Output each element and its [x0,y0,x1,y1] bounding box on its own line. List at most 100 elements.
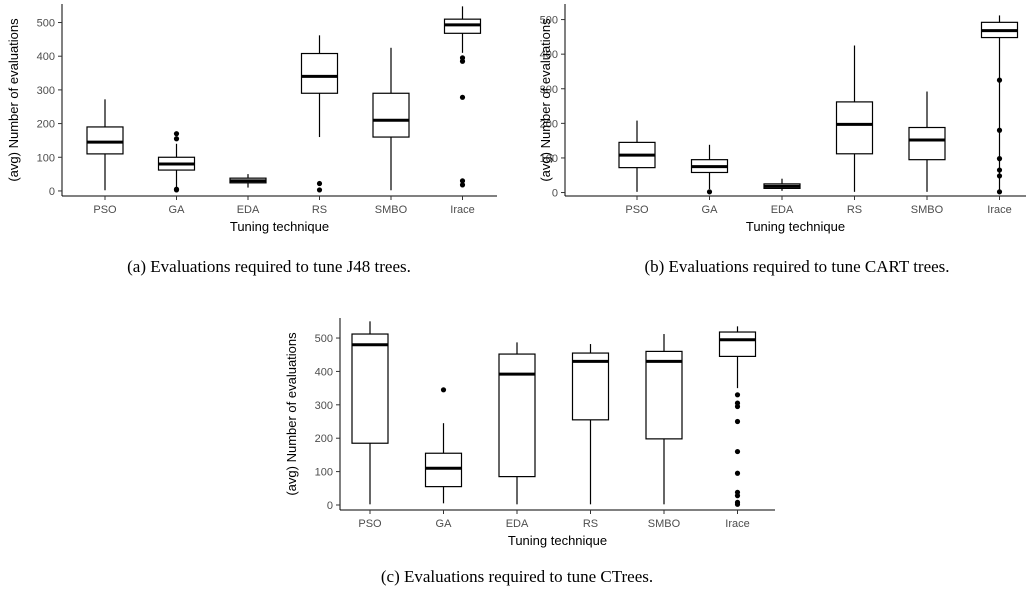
y-tick-label: 100 [540,153,558,165]
box-RS [835,45,874,192]
y-axis-title: (avg) Number of evaluations [6,18,21,182]
outlier-point [734,489,741,495]
y-tick-label: 100 [315,467,333,479]
box-PSO [86,99,124,191]
box-PSO [351,321,389,505]
outlier-point [734,400,741,406]
x-axis-title: Tuning technique [508,533,607,548]
outlier-point [996,173,1003,179]
iqr-box [571,352,610,421]
outlier-point [996,127,1003,133]
iqr-box [498,353,536,478]
outlier-point [459,182,466,188]
x-tick-label: PSO [93,204,117,216]
y-tick-label: 0 [552,188,558,200]
box-Irace [718,326,757,507]
x-tick-label: RS [583,518,598,530]
outlier-point [316,187,323,193]
outlier-point [734,448,741,455]
iqr-box [835,101,874,155]
panel-caption: (b) Evaluations required to tune CART tr… [644,257,949,276]
x-axis-title: Tuning technique [746,219,845,234]
x-tick-label: Irace [725,518,749,530]
y-tick-label: 400 [37,51,55,63]
y-tick-label: 500 [540,15,558,27]
chart-panel-1: 0 100 200 300 400 500 PSO GA EDA RS SMBO Irace Tunin… [538,4,1026,276]
y-tick-label: 300 [540,84,558,96]
x-tick-label: EDA [237,204,260,216]
box-SMBO [645,334,683,505]
x-tick-label: PSO [358,518,382,530]
outlier-point [173,136,180,142]
iqr-box [718,331,757,358]
outlier-point [734,499,741,505]
iqr-box [372,92,410,138]
x-tick-label: EDA [506,518,529,530]
box-RS [571,344,610,505]
chart-panel-2: 0 100 200 300 400 500 PSO GA EDA RS SMBO Irace Tunin… [284,318,775,586]
x-tick-label: GA [169,204,186,216]
x-tick-label: SMBO [911,204,944,216]
box-Irace [980,15,1019,195]
box-GA [690,144,729,195]
y-axis-title: (avg) Number of evaluations [538,18,553,182]
box-EDA [229,174,267,188]
box-EDA [763,178,801,191]
outlier-point [996,167,1003,173]
outlier-point [459,55,466,61]
y-tick-label: 500 [315,333,333,345]
x-tick-label: SMBO [375,204,408,216]
outlier-point [459,94,466,100]
box-Irace [443,6,482,188]
y-tick-label: 200 [315,433,333,445]
y-tick-label: 0 [327,500,333,512]
outlier-point [316,180,323,187]
box-SMBO [372,47,410,191]
outlier-point [706,189,713,195]
box-GA [157,131,196,193]
x-tick-label: GA [702,204,719,216]
outlier-point [173,131,180,137]
x-axis-title: Tuning technique [230,219,329,234]
iqr-box [86,126,124,155]
x-tick-label: RS [847,204,862,216]
box-EDA [498,342,536,505]
iqr-box [300,52,339,94]
y-tick-label: 0 [49,186,55,198]
y-tick-label: 300 [315,400,333,412]
iqr-box [908,126,946,161]
outlier-point [173,186,180,192]
outlier-point [734,470,741,476]
x-tick-label: Irace [450,204,474,216]
panel-caption: (a) Evaluations required to tune J48 tre… [127,257,411,276]
outlier-point [996,77,1003,83]
outlier-point [734,392,741,398]
y-tick-label: 400 [540,49,558,61]
x-tick-label: SMBO [648,518,681,530]
box-PSO [618,120,656,192]
outlier-point [996,189,1003,195]
y-tick-label: 500 [37,18,55,30]
x-tick-label: RS [312,204,327,216]
y-tick-label: 200 [540,118,558,130]
y-tick-label: 400 [315,366,333,378]
y-tick-label: 200 [37,119,55,131]
box-GA [424,387,463,504]
iqr-box [351,333,389,444]
chart-panel-0: 0 100 200 300 400 500 PSO GA EDA RS SMBO Irace Tunin… [6,4,497,276]
x-tick-label: GA [436,518,453,530]
x-tick-label: Irace [987,204,1011,216]
outlier-point [734,418,741,425]
outlier-point [440,387,447,393]
y-axis-title: (avg) Number of evaluations [284,332,299,496]
box-RS [300,35,339,193]
x-tick-label: PSO [625,204,649,216]
outlier-point [996,156,1003,162]
box-SMBO [908,91,946,192]
iqr-box [645,350,683,440]
y-tick-label: 100 [37,152,55,164]
x-tick-label: EDA [771,204,794,216]
panel-caption: (c) Evaluations required to tune CTrees. [381,567,653,586]
